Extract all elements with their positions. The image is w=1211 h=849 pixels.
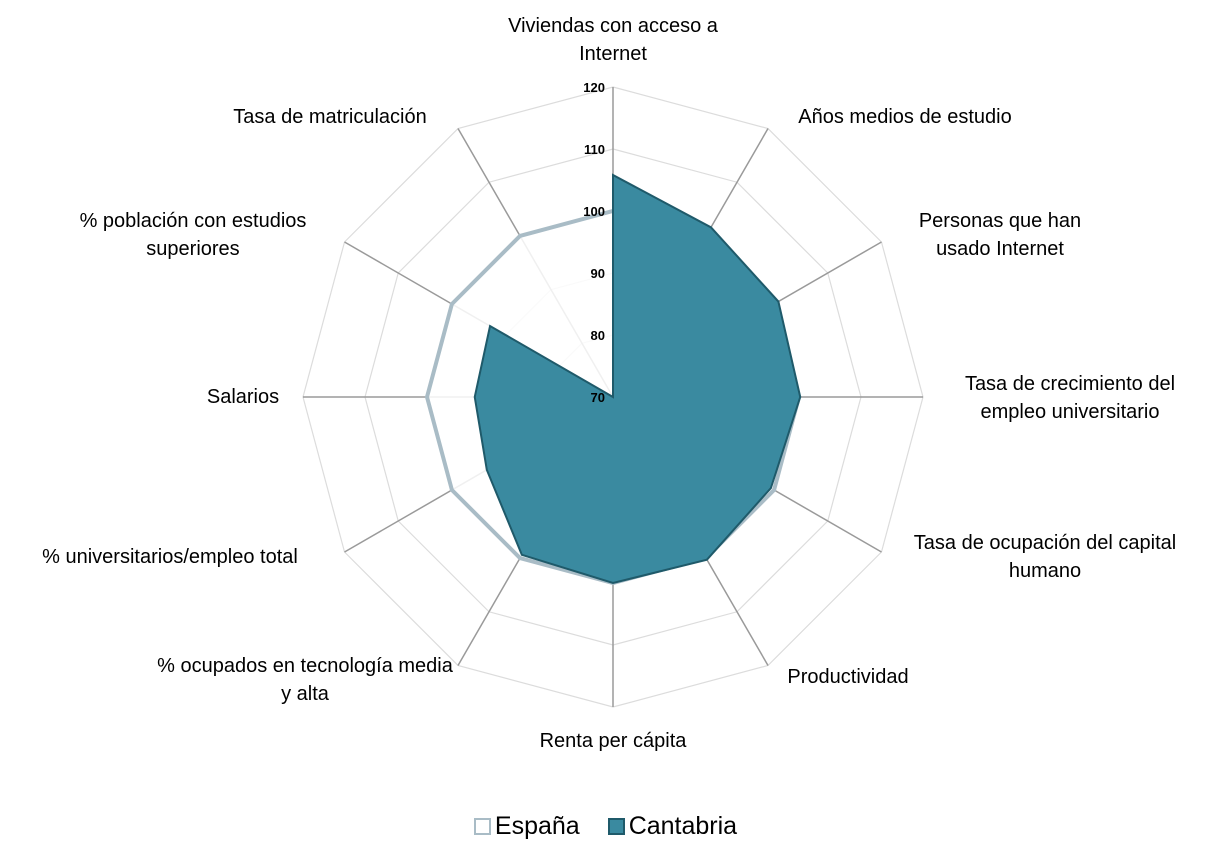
category-label: Años medios de estudio bbox=[798, 106, 1012, 128]
category-label: % universitarios/empleo total bbox=[42, 546, 298, 568]
category-label: % población con estudios superiores bbox=[79, 210, 307, 260]
category-label: Renta per cápita bbox=[539, 730, 687, 752]
legend-item: España bbox=[473, 812, 580, 840]
legend-label: España bbox=[494, 812, 580, 840]
legend-swatch bbox=[473, 818, 491, 835]
legend-label: Cantabria bbox=[628, 812, 738, 840]
category-label: Productividad bbox=[787, 666, 909, 688]
y-tick-label: 70 bbox=[591, 390, 605, 405]
y-tick-label: 90 bbox=[591, 266, 605, 281]
y-tick-label: 100 bbox=[583, 204, 605, 219]
category-label: Tasa de crecimiento del empleo universit… bbox=[964, 373, 1176, 423]
legend-item: Cantabria bbox=[607, 812, 738, 840]
y-tick-label: 80 bbox=[591, 328, 605, 343]
category-label: Tasa de ocupación del capital humano bbox=[913, 532, 1177, 582]
series-area bbox=[473, 173, 802, 585]
legend: España Cantabria bbox=[0, 812, 1211, 841]
category-label: Salarios bbox=[206, 386, 280, 408]
category-label: % ocupados en tecnología media y alta bbox=[157, 655, 453, 705]
y-tick-label: 110 bbox=[584, 142, 605, 157]
category-label: Personas que han usado Internet bbox=[918, 210, 1082, 260]
legend-swatch bbox=[607, 818, 625, 835]
category-label: Viviendas con acceso a Internet bbox=[508, 15, 718, 65]
category-label: Tasa de matriculación bbox=[233, 106, 427, 128]
y-tick-label: 120 bbox=[583, 80, 605, 95]
